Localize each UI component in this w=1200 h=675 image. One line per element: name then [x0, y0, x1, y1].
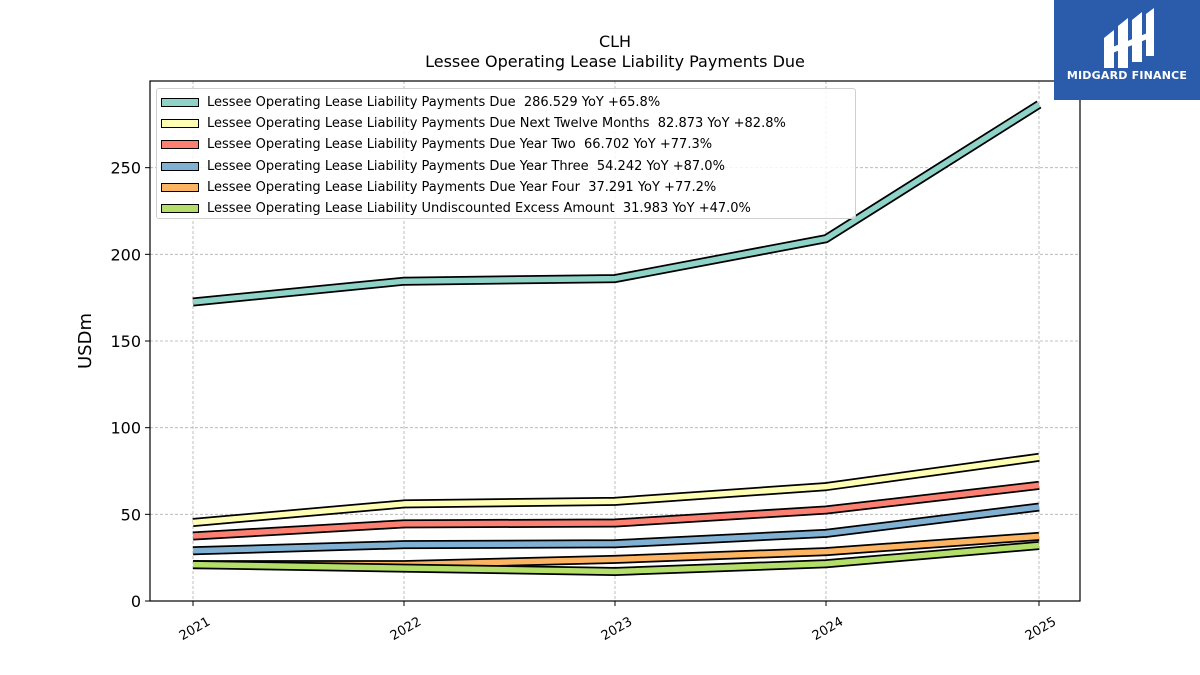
legend-swatch	[161, 98, 199, 108]
legend-label: Lessee Operating Lease Liability Payment…	[207, 179, 717, 195]
logo-mark-icon	[1104, 8, 1154, 68]
legend: Lessee Operating Lease Liability Payment…	[156, 88, 856, 219]
y-tick-label: 0	[131, 592, 141, 611]
y-tick-label: 150	[110, 332, 141, 351]
legend-swatch	[161, 119, 199, 129]
series-line-3	[192, 482, 1040, 539]
legend-swatch	[161, 140, 199, 150]
x-tick-label: 2022	[388, 614, 424, 644]
legend-item: Lessee Operating Lease Liability Payment…	[157, 113, 855, 134]
series-line-6	[192, 542, 1040, 575]
series-layer	[192, 100, 1042, 577]
x-tick-label: 2023	[599, 614, 635, 644]
legend-label: Lessee Operating Lease Liability Payment…	[207, 158, 725, 174]
legend-label: Lessee Operating Lease Liability Payment…	[207, 116, 786, 132]
legend-label: Lessee Operating Lease Liability Undisco…	[207, 201, 751, 217]
legend-label: Lessee Operating Lease Liability Payment…	[207, 95, 661, 111]
legend-item: Lessee Operating Lease Liability Payment…	[157, 177, 855, 198]
x-tick-label: 2025	[1023, 614, 1059, 644]
legend-item: Lessee Operating Lease Liability Undisco…	[157, 198, 855, 219]
logo-text: MIDGARD FINANCE	[1066, 69, 1188, 82]
y-tick-label: 250	[110, 159, 141, 178]
chart-subtitle: Lessee Operating Lease Liability Payment…	[425, 52, 805, 71]
legend-swatch	[161, 204, 199, 214]
chart-title: CLH	[599, 32, 631, 51]
logo: MIDGARD FINANCE	[1054, 0, 1200, 100]
legend-item: Lessee Operating Lease Liability Payment…	[157, 134, 855, 155]
series-line-4	[192, 504, 1040, 554]
series-line-1	[192, 102, 1041, 305]
legend-label: Lessee Operating Lease Liability Payment…	[207, 137, 713, 153]
y-tick-label: 200	[110, 245, 141, 264]
legend-swatch	[161, 182, 199, 192]
legend-item: Lessee Operating Lease Liability Payment…	[157, 92, 855, 113]
legend-item: Lessee Operating Lease Liability Payment…	[157, 156, 855, 177]
series-line-2	[192, 454, 1040, 526]
y-axis-label: USDm	[75, 313, 96, 369]
x-tick-label: 2021	[177, 614, 213, 644]
y-tick-label: 50	[121, 505, 141, 524]
legend-swatch	[161, 161, 199, 171]
x-tick-label: 2024	[810, 614, 846, 644]
y-tick-label: 100	[110, 419, 141, 438]
